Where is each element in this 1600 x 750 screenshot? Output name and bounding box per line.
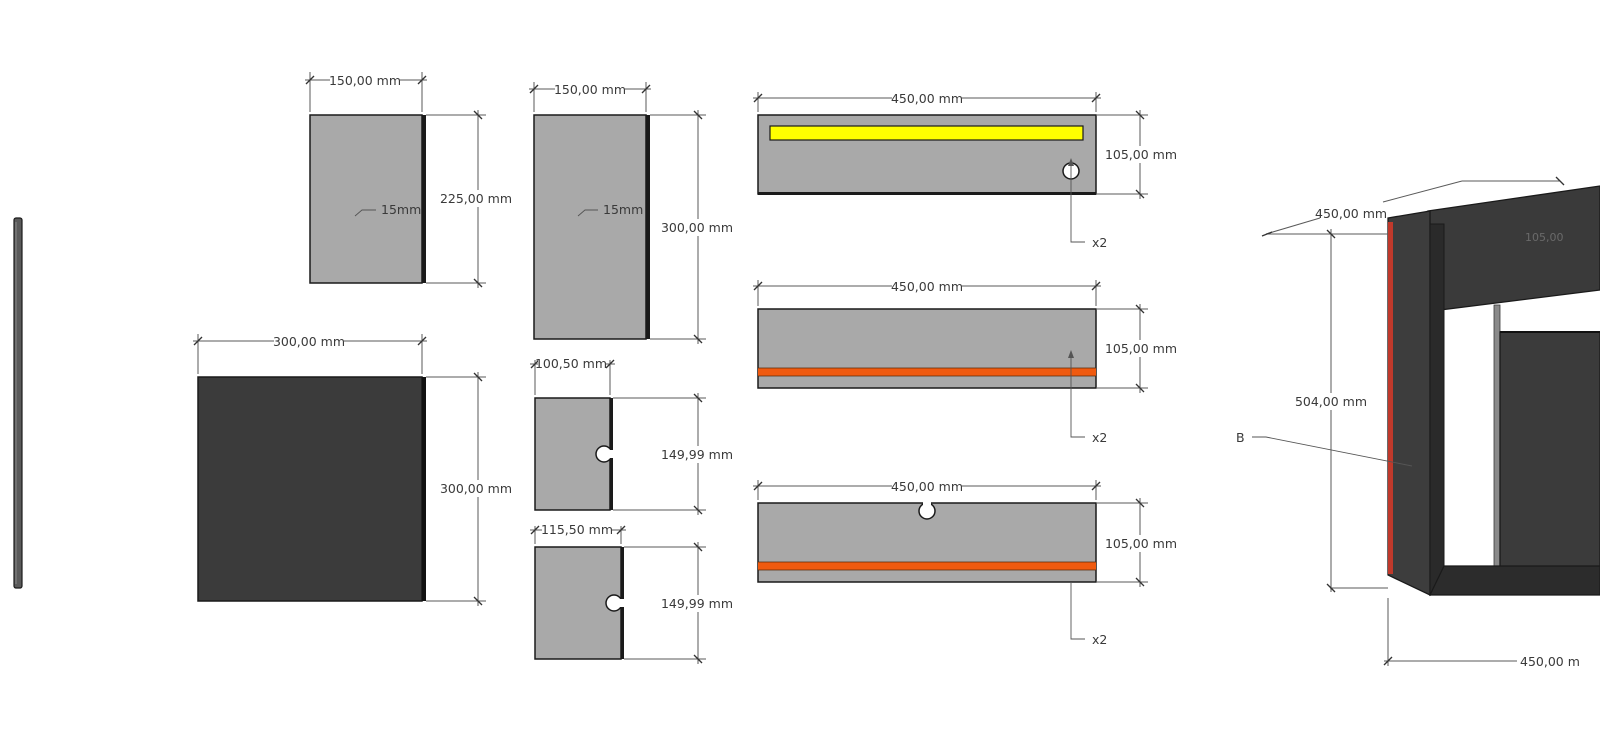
dimension-label: 450,00 mm: [891, 479, 963, 494]
panel-150x225: 150,00 mm 225,00 mm 15mm: [305, 72, 512, 288]
dimension-label: 300,00 mm: [273, 334, 345, 349]
quantity-label: x2: [1092, 235, 1107, 250]
dimension-label: 150,00 mm: [554, 82, 626, 97]
dimension-label: 450,00 m: [1520, 654, 1580, 669]
dimension-label: 504,00 mm: [1295, 394, 1367, 409]
quantity-label: x2: [1092, 430, 1107, 445]
dimension-label: 225,00 mm: [440, 191, 512, 206]
section-label: B: [1236, 430, 1245, 445]
dimension-label: 450,00 mm: [891, 91, 963, 106]
dimension-label: 149,99 mm: [661, 447, 733, 462]
faded-dimension-label: 105,00: [1525, 231, 1564, 244]
panel-100x150-notched: 100,50 mm 149,99 mm: [530, 356, 733, 515]
thickness-label: 15mm: [381, 202, 421, 217]
thickness-label: 15mm: [603, 202, 643, 217]
board-orange-strip-notched: 450,00 mm 105,00 mm x2: [753, 478, 1177, 647]
rod-part: [13, 217, 23, 589]
dimension-label: 115,50 mm: [541, 522, 613, 537]
quantity-label: x2: [1092, 632, 1107, 647]
assembly-view: 450,00 mm 105,00 504,00 mm B 450,00 m: [1236, 176, 1600, 669]
board-orange-strip: 450,00 mm 105,00 mm x2: [753, 278, 1177, 445]
dimension-label: 300,00 mm: [440, 481, 512, 496]
dimension-label: 450,00 mm: [1315, 206, 1387, 221]
panel-150x300: 150,00 mm 300,00 mm 15mm: [529, 81, 733, 344]
dimension-label: 105,00 mm: [1105, 341, 1177, 356]
dimension-label: 150,00 mm: [329, 73, 401, 88]
dimension-label: 100,50 mm: [535, 356, 607, 371]
dimension-label: 149,99 mm: [661, 596, 733, 611]
dimension-label: 300,00 mm: [661, 220, 733, 235]
dimension-label: 105,00 mm: [1105, 147, 1177, 162]
dimension-label: 450,00 mm: [891, 279, 963, 294]
board-yellow-strip: 450,00 mm 105,00 mm x2: [753, 90, 1177, 250]
panel-300x300: 300,00 mm 300,00 mm: [193, 333, 512, 606]
panel-115x150-notched: 115,50 mm 149,99 mm: [530, 522, 733, 664]
dimension-label: 105,00 mm: [1105, 536, 1177, 551]
